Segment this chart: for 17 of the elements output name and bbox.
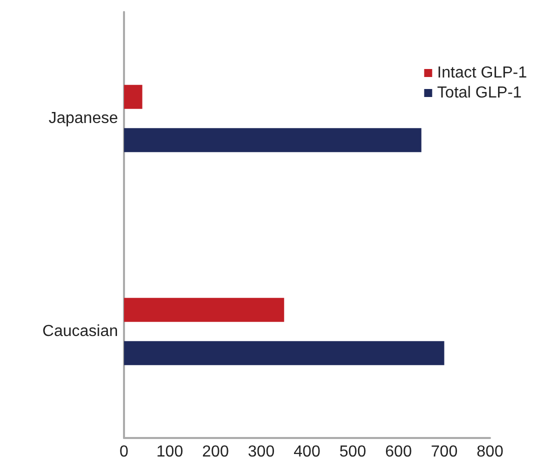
- x-tick-label: 300: [248, 444, 275, 460]
- bar: [124, 341, 444, 366]
- x-tick-label: 200: [202, 444, 229, 460]
- x-tick-label: 100: [156, 444, 184, 460]
- x-tick-label: 500: [339, 444, 366, 460]
- x-tick-label: 0: [120, 444, 129, 460]
- x-tick-label: 800: [476, 444, 504, 460]
- bar: [124, 298, 284, 322]
- bar: [124, 128, 422, 152]
- y-tick-label: Japanese: [48, 110, 118, 127]
- bar: [124, 84, 142, 109]
- x-tick-label: 600: [385, 444, 412, 460]
- y-tick-label: Caucasian: [42, 323, 118, 340]
- x-tick-label: 700: [430, 444, 458, 460]
- legend-label: Total GLP-1: [437, 84, 522, 102]
- x-tick-label: 400: [294, 444, 320, 460]
- legend-label: Intact GLP-1: [437, 64, 528, 82]
